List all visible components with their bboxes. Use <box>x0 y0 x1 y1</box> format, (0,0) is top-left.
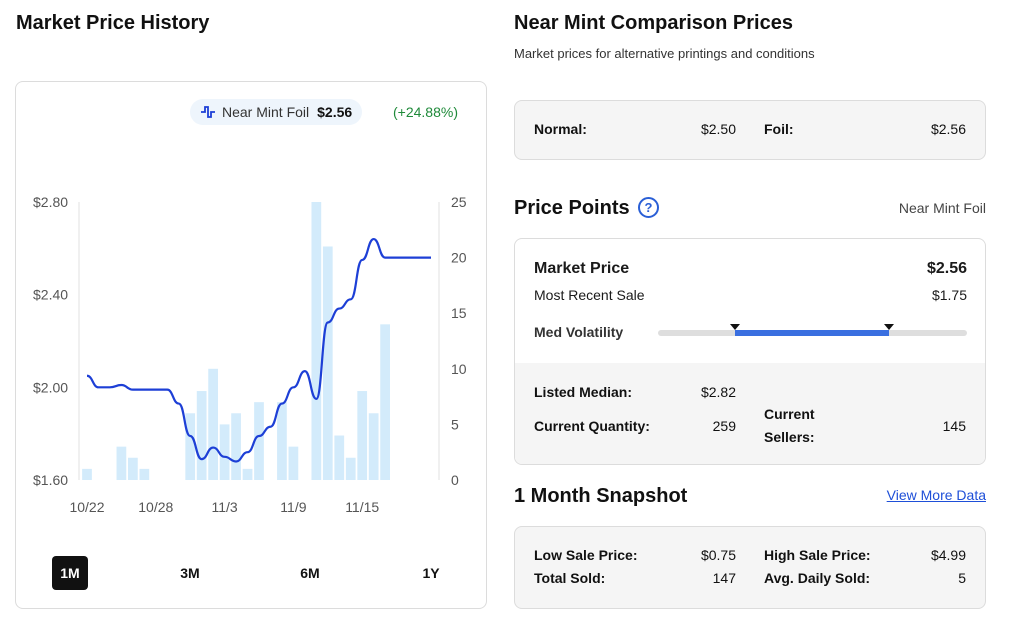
x-tick-label: 11/9 <box>280 499 306 515</box>
price-history-chart[interactable]: $2.80 $2.40 $2.00 $1.60 25 20 15 10 5 0 10/22 10/28… <box>15 180 487 520</box>
range-3m-button[interactable]: 3M <box>180 565 200 581</box>
volume-bar <box>254 402 264 480</box>
legend-price: $2.56 <box>317 104 353 120</box>
volume-bar <box>139 468 150 480</box>
comparison-subtitle: Market prices for alternative printings … <box>514 46 815 61</box>
market-price-value: $2.56 <box>926 260 967 277</box>
comparison-title: Near Mint Comparison Prices <box>514 12 793 34</box>
total-sold-value: 147 <box>712 570 736 586</box>
market-price-history-title: Market Price History <box>16 12 210 34</box>
volume-bar <box>277 402 287 480</box>
current-sellers-value: 145 <box>942 418 966 434</box>
y-right-tick-label: 25 <box>451 194 467 210</box>
volume-bar <box>82 468 92 480</box>
y-left-tick-label: $2.40 <box>33 287 68 303</box>
volume-bar <box>311 202 322 480</box>
market-price-label: Market Price <box>534 260 630 277</box>
volume-bar <box>380 324 391 480</box>
foil-value: $2.56 <box>930 121 966 137</box>
volume-bar <box>334 435 345 480</box>
volume-bar <box>127 457 138 480</box>
y-left-tick-label: $1.60 <box>33 472 68 488</box>
price-line <box>86 237 431 463</box>
range-1y-button[interactable]: 1Y <box>422 565 440 581</box>
comparison-card <box>514 100 986 160</box>
snapshot-card <box>514 526 986 609</box>
volume-bar <box>185 413 196 480</box>
price-points-card <box>514 238 986 465</box>
y-left-tick-label: $2.00 <box>33 379 68 395</box>
volume-bar <box>196 391 207 480</box>
recent-sale-label: Most Recent Sale <box>534 287 645 303</box>
pulse-icon <box>200 105 216 119</box>
view-more-data-link[interactable]: View More Data <box>886 487 986 503</box>
question-circle-icon[interactable]: ? <box>638 197 659 218</box>
volatility-label: Med Volatility <box>534 324 624 340</box>
volume-bar <box>208 368 219 480</box>
foil-label: Foil: <box>764 121 794 137</box>
current-sellers-label-line2: Sellers: <box>764 429 815 445</box>
price-points-condition: Near Mint Foil <box>898 200 986 216</box>
volume-bar <box>116 446 127 480</box>
listed-median-label: Listed Median: <box>534 384 633 400</box>
volatility-low-marker <box>730 324 740 330</box>
y-left-tick-label: $2.80 <box>33 194 68 210</box>
low-sale-label: Low Sale Price: <box>534 547 638 563</box>
x-tick-label: 11/15 <box>345 499 379 515</box>
normal-label: Normal: <box>534 121 587 137</box>
current-sellers-label-line1: Current <box>764 406 815 422</box>
y-right-tick-label: 0 <box>451 472 459 488</box>
y-right-tick-label: 10 <box>451 361 467 377</box>
x-tick-label: 10/28 <box>138 499 173 515</box>
total-sold-label: Total Sold: <box>534 570 606 586</box>
low-sale-value: $0.75 <box>700 547 736 563</box>
avg-daily-label: Avg. Daily Sold: <box>764 570 871 586</box>
current-quantity-label: Current Quantity: <box>534 418 650 434</box>
y-right-tick-label: 5 <box>451 416 459 432</box>
high-sale-label: High Sale Price: <box>764 547 871 563</box>
y-right-tick-label: 15 <box>451 305 467 321</box>
volume-bar <box>288 446 299 480</box>
y-right-tick-label: 20 <box>451 250 467 266</box>
price-history-card <box>15 81 487 609</box>
x-tick-label: 11/3 <box>211 499 237 515</box>
legend-change: (+24.88%) <box>393 104 458 120</box>
avg-daily-value: 5 <box>958 570 966 586</box>
legend-label: Near Mint Foil <box>222 104 310 120</box>
range-1m-button[interactable]: 1M <box>52 556 88 590</box>
volume-bar <box>242 468 253 480</box>
volume-bar <box>231 413 241 480</box>
recent-sale-value: $1.75 <box>931 287 967 303</box>
volume-bar <box>357 391 368 480</box>
price-points-title: Price Points <box>514 197 630 219</box>
x-tick-label: 10/22 <box>69 499 104 515</box>
current-quantity-value: 259 <box>712 418 736 434</box>
volume-bar <box>368 413 379 480</box>
volatility-high-marker <box>884 324 894 330</box>
snapshot-title: 1 Month Snapshot <box>514 485 688 507</box>
range-6m-button[interactable]: 6M <box>300 565 320 581</box>
volume-bar <box>345 457 356 480</box>
volume-bar <box>322 246 333 480</box>
normal-value: $2.50 <box>700 121 736 137</box>
high-sale-value: $4.99 <box>930 547 966 563</box>
listed-median-value: $2.82 <box>700 384 736 400</box>
volatility-fill <box>735 330 889 336</box>
volume-bar <box>219 424 230 480</box>
legend-pill: Near Mint Foil $2.56 <box>190 99 363 125</box>
